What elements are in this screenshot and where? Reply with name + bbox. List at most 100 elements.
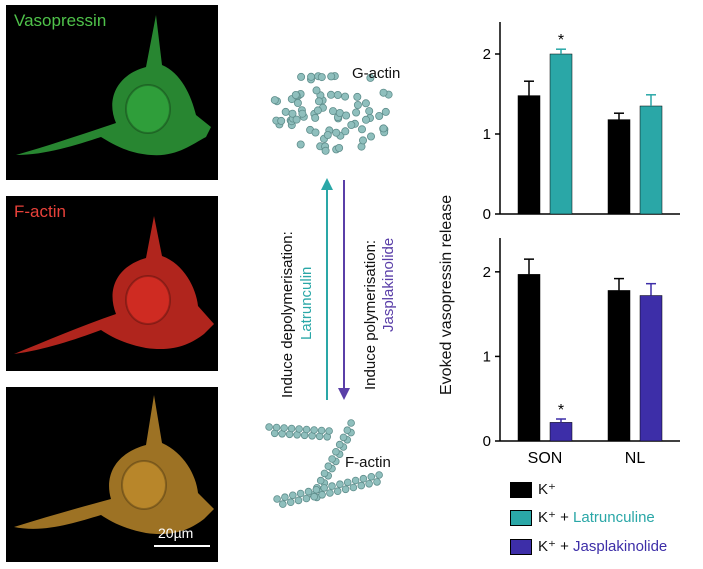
y-tick-label: 1 <box>483 348 491 365</box>
g-actin-monomer <box>292 115 301 124</box>
g-actin-monomer <box>270 96 279 105</box>
f-actin-bead <box>310 492 318 501</box>
g-actin-monomer <box>361 99 370 108</box>
neuron-cell-image <box>16 15 211 156</box>
bar <box>639 295 663 442</box>
g-actin-monomer <box>327 72 336 81</box>
f-actin-bead <box>332 447 340 456</box>
f-actin-bead <box>333 487 342 495</box>
f-actin-bead <box>359 474 368 483</box>
g-actin-monomer <box>375 112 384 121</box>
f-actin-bead <box>316 476 325 485</box>
bar <box>517 95 541 215</box>
g-actin-monomer <box>341 92 350 101</box>
g-actin-monomer <box>353 92 362 101</box>
bar <box>549 422 573 442</box>
f-actin-bead <box>328 482 336 490</box>
f-actin-bead <box>296 489 305 498</box>
f-actin-bead <box>343 478 352 487</box>
f-actin-bead <box>317 426 326 435</box>
g-actin-monomer <box>293 99 302 108</box>
legend-swatch <box>510 539 532 556</box>
g-actin-monomer <box>315 97 324 106</box>
g-actin-monomer <box>329 107 338 116</box>
panel-label-f-actin: F-actin <box>14 202 66 221</box>
latrunculin-label: Latrunculin <box>298 266 315 340</box>
g-actin-monomer <box>359 136 368 145</box>
x-tick-label: NL <box>625 450 646 467</box>
f-actin-bead <box>373 478 381 486</box>
f-actin-bead <box>347 419 355 427</box>
g-actin-monomer <box>358 125 367 134</box>
g-actin-monomer <box>379 88 388 97</box>
g-actin-monomer <box>362 115 371 124</box>
g-actin-monomer <box>313 106 322 115</box>
depolymerisation-label: Induce depolymerisation: <box>279 231 296 398</box>
g-actin-monomer <box>342 111 351 120</box>
g-actin-monomer <box>311 128 320 137</box>
f-actin-bead <box>278 500 287 508</box>
g-actin-label: G-actin <box>352 65 401 82</box>
legend-swatch <box>510 510 532 527</box>
y-axis-label: Evoked vasopressin release <box>438 194 455 395</box>
g-actin-monomer <box>347 121 356 130</box>
bar <box>549 53 573 215</box>
f-actin-bead <box>302 494 311 503</box>
legend-item-latrunculine: K⁺ + Latrunculine <box>510 508 655 527</box>
f-actin-bead <box>320 484 328 492</box>
g-actin-monomer <box>381 107 390 116</box>
f-actin-bead <box>336 480 344 488</box>
g-actin-monomer <box>366 73 375 82</box>
neuron-cell-image <box>14 216 214 354</box>
f-actin-bead <box>280 424 288 432</box>
legend-item-k: K⁺ <box>510 480 556 499</box>
f-actin-bead <box>287 424 296 433</box>
f-actin-bead <box>310 426 318 434</box>
f-actin-filaments <box>265 419 383 508</box>
f-actin-bead <box>325 427 333 435</box>
f-actin-bead <box>295 425 303 433</box>
f-actin-bead <box>335 440 344 449</box>
f-actin-bead <box>294 496 303 505</box>
f-actin-bead <box>365 480 373 488</box>
f-actin-bead <box>324 462 333 470</box>
g-actin-monomer <box>352 108 361 117</box>
f-actin-bead <box>357 481 366 490</box>
g-actin-cluster <box>270 72 393 155</box>
scale-bar-label: 20µm <box>158 525 194 541</box>
polymerisation-arrows <box>321 178 350 400</box>
f-actin-bead <box>281 493 289 501</box>
g-actin-monomer <box>296 140 305 149</box>
g-actin-monomer <box>277 116 286 125</box>
f-actin-label: F-actin <box>345 454 391 471</box>
legend-swatch <box>510 482 532 499</box>
bar <box>639 105 663 215</box>
g-actin-monomer <box>281 107 290 116</box>
g-actin-monomer <box>291 91 300 100</box>
polymerisation-label: Induce polymerisation: <box>362 239 379 390</box>
f-actin-bead <box>265 423 273 431</box>
f-actin-bead <box>375 471 383 479</box>
y-tick-label: 2 <box>483 46 491 63</box>
chart-jasplakinolide: 0 1 2 * SON NL <box>483 238 680 467</box>
y-tick-label: 1 <box>483 126 491 143</box>
f-actin-bead <box>328 455 336 463</box>
bar <box>517 274 541 442</box>
chart-latrunculin: 0 1 2 * <box>483 22 680 222</box>
significance-marker: * <box>558 32 564 49</box>
f-actin-bead <box>318 491 326 499</box>
g-actin-monomer <box>333 91 342 100</box>
f-actin-bead <box>272 423 281 432</box>
g-actin-monomer <box>323 131 332 140</box>
g-actin-monomer <box>312 86 321 95</box>
legend-item-jasplakinolide: K⁺ + Jasplakinolide <box>510 537 667 556</box>
g-actin-monomer <box>311 113 320 122</box>
f-actin-bead <box>288 491 297 500</box>
f-actin-bead <box>367 472 376 481</box>
g-actin-monomer <box>288 109 297 118</box>
merged-image-panel: 20µm <box>6 387 218 562</box>
g-actin-monomer <box>353 101 362 110</box>
f-actin-bead <box>286 498 295 506</box>
f-actin-bead <box>304 487 313 496</box>
scale-bar <box>154 545 210 547</box>
